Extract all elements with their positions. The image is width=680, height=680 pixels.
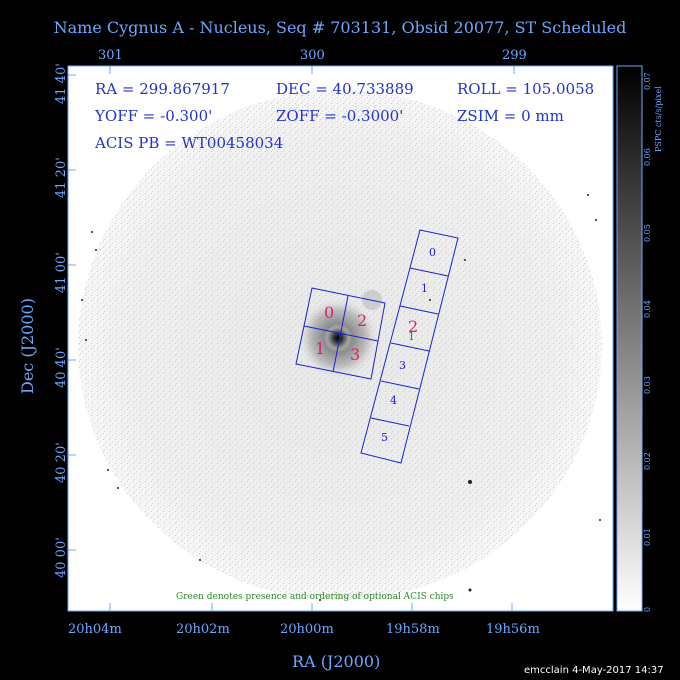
acis-s-array: [360, 229, 459, 464]
plot-title: Name Cygnus A - Nucleus, Seq # 703131, O…: [53, 18, 627, 37]
param-zsim: ZSIM = 0 mm: [457, 107, 564, 125]
top-tick-299: 299: [502, 48, 527, 63]
acis-s-chip-2-label: 2: [408, 317, 418, 336]
colorbar-tick-0.01: 0.01: [643, 528, 652, 546]
acis-i-chip-0-label: 0: [324, 303, 334, 322]
acis-i-chip-1-label: 1: [315, 339, 325, 358]
acis-i-array: [295, 287, 386, 380]
y-axis-title: Dec (J2000): [18, 298, 37, 394]
colorbar-title: PSPC cts/s/pixel: [654, 86, 663, 152]
param-dec: DEC = 40.733889: [276, 80, 414, 98]
left-tick-40-20: 40 20': [54, 442, 69, 483]
param-ra: RA = 299.867917: [95, 80, 230, 98]
acis-s-chip-5-label: 5: [381, 431, 388, 444]
top-tick-300: 300: [300, 48, 325, 63]
left-tick-41-00: 41 00': [54, 252, 69, 293]
top-ticks: [68, 66, 515, 611]
footer-signature: emcclain 4-May-2017 14:37: [524, 665, 664, 676]
colorbar-tick-0.04: 0.04: [643, 300, 652, 318]
optional-chip-marker: 1: [408, 330, 415, 343]
bottom-tick-19h58m: 19h58m: [386, 622, 440, 637]
acis-s-labels: 0 1 2 3 4 5: [381, 246, 436, 444]
left-tick-40-40: 40 40': [54, 347, 69, 388]
bottom-tick-20h02m: 20h02m: [176, 622, 230, 637]
left-tick-41-20: 41 20': [54, 157, 69, 198]
acis-i-chip-2-label: 2: [357, 311, 367, 330]
left-tick-40-00: 40 00': [54, 537, 69, 578]
colorbar-tick-0: 0: [643, 606, 652, 612]
colorbar: [617, 66, 642, 611]
colorbar-tick-0.07: 0.07: [643, 72, 652, 90]
acis-s-chip-4-label: 4: [390, 394, 397, 407]
colorbar-tick-0.06: 0.06: [643, 148, 652, 166]
acis-s-chip-3-label: 3: [399, 359, 406, 372]
colorbar-tick-0.02: 0.02: [643, 452, 652, 470]
top-tick-301: 301: [98, 48, 123, 63]
bottom-tick-20h04m: 20h04m: [68, 622, 122, 637]
optional-chips-note: Green denotes presence and ordering of o…: [176, 592, 454, 602]
colorbar-tick-0.03: 0.03: [643, 376, 652, 394]
colorbar-tick-0.05: 0.05: [643, 224, 652, 242]
left-tick-41-40: 41 40': [54, 63, 69, 104]
x-axis-title: RA (J2000): [292, 652, 381, 671]
param-zoff: ZOFF = -0.3000': [276, 107, 404, 125]
acis-s-chip-0-label: 0: [429, 246, 436, 259]
acis-i-chip-3-label: 3: [350, 345, 360, 364]
bottom-tick-20h00m: 20h00m: [280, 622, 334, 637]
edge-specks: [81, 194, 601, 601]
param-acis-pb: ACIS PB = WT00458034: [95, 134, 284, 152]
acis-s-chip-1-label: 1: [421, 282, 428, 295]
param-yoff: YOFF = -0.300': [95, 107, 213, 125]
acis-i-labels: 0 2 1 3: [315, 303, 367, 364]
param-roll: ROLL = 105.0058: [457, 80, 595, 98]
bottom-tick-19h56m: 19h56m: [486, 622, 540, 637]
